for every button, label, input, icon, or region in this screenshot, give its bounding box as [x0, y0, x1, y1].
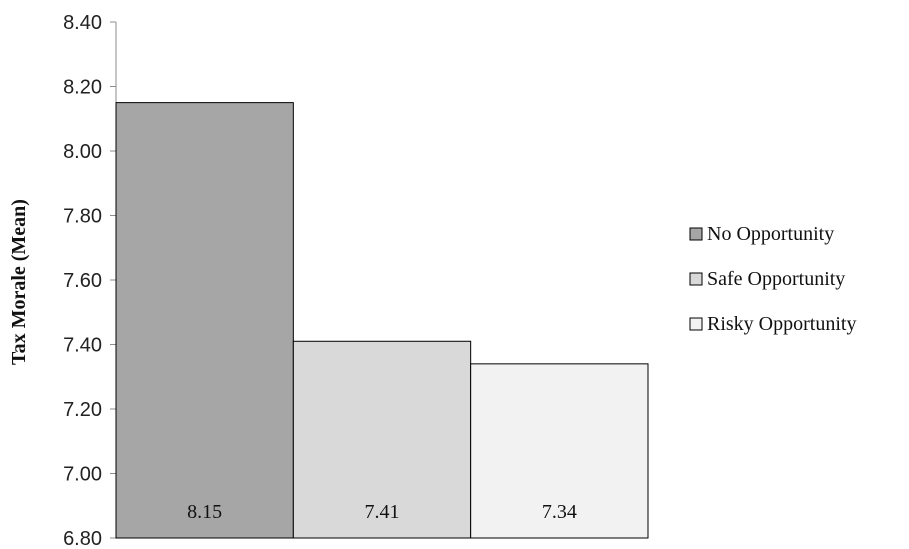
y-axis: 6.80 7.00 7.20 7.40 7.60 7.80 8.00 8.20 8.40 [63, 12, 648, 549]
y-tick-label: 8.40 [63, 12, 102, 34]
legend-entry-label: No Opportunity [707, 223, 834, 245]
bar-value-label: 7.41 [365, 501, 400, 523]
y-tick-label: 7.80 [63, 206, 102, 228]
legend-swatch [689, 227, 703, 241]
y-axis-title: Tax Morale (Mean) [8, 199, 30, 365]
data-labels: 8.15 7.41 7.34 [187, 501, 577, 523]
bar [292, 340, 472, 539]
legend-entry-label: Risky Opportunity [707, 313, 856, 335]
y-tick-label: 7.20 [63, 399, 102, 421]
y-tick-label: 7.00 [63, 464, 102, 486]
y-tick-label: 7.60 [63, 270, 102, 292]
y-tick-label: 6.80 [63, 528, 102, 549]
y-tick-label: 8.20 [63, 77, 102, 99]
y-tick-label: 7.40 [63, 335, 102, 357]
bar-value-label: 7.34 [542, 501, 577, 523]
legend-entry-label: Safe Opportunity [707, 268, 845, 290]
bar-value-label: 8.15 [187, 501, 222, 523]
legend-swatch [689, 272, 703, 286]
bar [470, 363, 649, 539]
bars [115, 102, 649, 539]
bar [115, 102, 294, 539]
legend-swatch [689, 317, 703, 331]
legend: No Opportunity Safe Opportunity Risky Oppo… [689, 223, 856, 335]
y-tick-label: 8.00 [63, 141, 102, 163]
